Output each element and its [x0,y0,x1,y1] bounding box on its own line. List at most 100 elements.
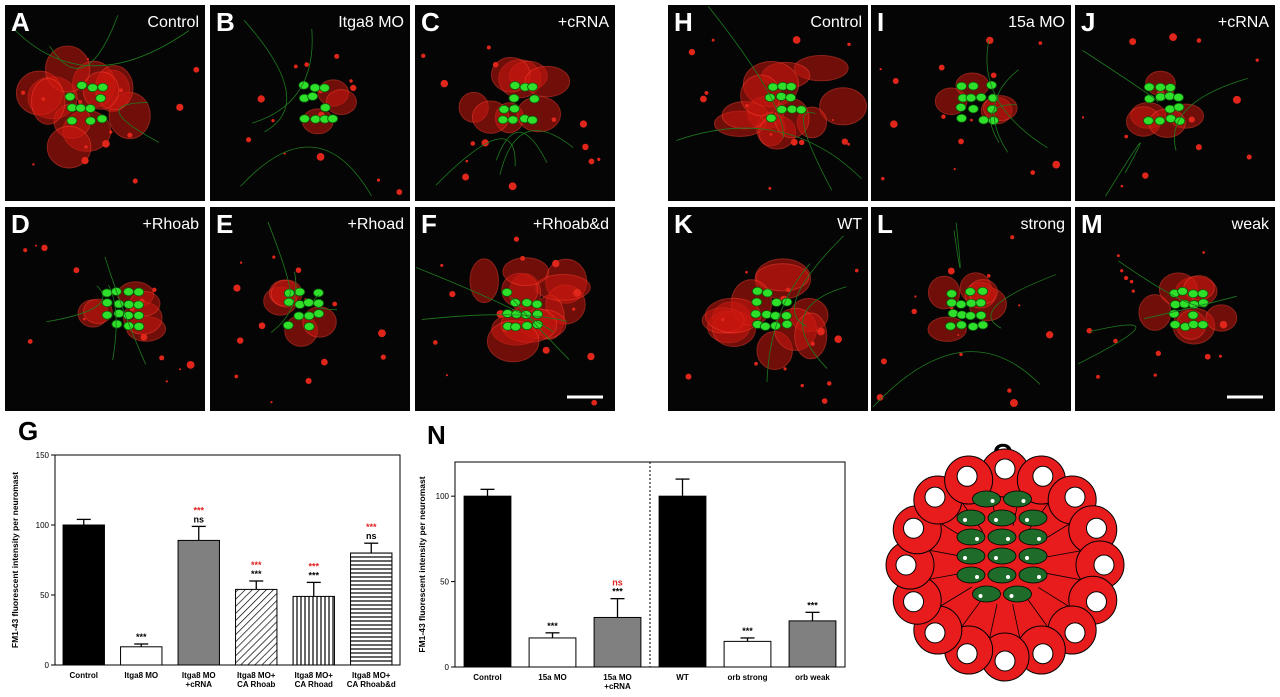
nucleus [1032,465,1054,487]
red-cell [819,87,867,126]
panel-letter: M [1081,209,1103,239]
red-speck [449,290,456,298]
neurite [267,221,291,298]
green-cell [294,287,306,297]
green-cell [1154,116,1166,126]
panel-letter: H [674,7,693,37]
red-speck [78,99,83,104]
green-cell [501,287,513,297]
red-speck [140,333,148,341]
green-cell [96,114,108,124]
green-cell [85,116,96,126]
green-cell [967,104,979,114]
green-cell [964,287,976,297]
green-cell [1177,286,1188,296]
green-cell [955,299,967,309]
red-speck [947,267,955,275]
kinocilium [1006,537,1010,541]
panel-letter: G [18,416,38,446]
red-speck [508,182,517,191]
significance: *** [251,560,262,570]
kinocilium [978,594,983,598]
bar [292,595,335,666]
red-speck [179,368,182,371]
green-cell [310,114,321,124]
green-cell [1187,310,1199,320]
green-cell [133,311,145,320]
bar [350,552,393,666]
nucleus [1064,622,1086,644]
red-speck [1188,116,1195,123]
red-speck [73,267,80,274]
bar [723,640,772,668]
red-speck [1255,58,1259,62]
hair-cell [1003,490,1032,508]
hair-cell [956,566,986,584]
green-cell [1197,289,1209,299]
green-cell [1164,83,1176,92]
green-cell [521,298,533,308]
kinocilium [994,518,998,522]
red-speck [132,178,138,184]
micrograph: H Control [668,5,868,201]
red-speck [1232,95,1241,104]
red-speck [1096,374,1100,379]
significance: *** [136,632,147,642]
panel-label: WT [837,216,862,233]
bar [788,620,837,668]
red-speck [272,255,276,259]
green-cell [531,299,543,309]
green-cell [283,288,295,298]
kinocilium [994,556,998,560]
micrograph: B Itga8 MO [210,5,410,201]
kinocilium [963,518,967,522]
red-speck [810,341,815,346]
green-cell [498,104,510,114]
significance: *** [742,626,753,636]
red-speck [1010,235,1015,240]
micrograph-bg [1075,207,1275,411]
red-speck [239,261,243,264]
green-cell [309,83,321,93]
green-cell [123,300,135,309]
red-speck [841,138,849,145]
micrograph: J +cRNA [1075,5,1275,201]
nucleus [903,517,925,539]
hair-cell [1003,585,1032,603]
green-cell [767,82,779,92]
red-cell [794,312,828,360]
green-cell [786,104,798,114]
neurite [108,285,117,361]
green-cell [750,309,762,319]
red-speck [334,53,340,59]
red-speck [986,274,991,278]
neurite [1118,260,1207,308]
neurite [46,285,104,323]
red-speck [890,120,898,128]
red-speck [86,58,90,61]
red-speck [1204,353,1211,360]
panel-letter: E [216,209,233,239]
neurite [803,112,833,191]
green-cell [319,83,330,93]
significance: *** [612,587,623,597]
green-cell [1144,94,1155,104]
kinocilium [1037,575,1041,579]
red-speck [41,97,46,101]
red-speck [790,138,798,146]
red-speck [572,307,576,311]
green-cell [521,321,533,331]
green-cell [87,83,99,93]
panel-label: +cRNA [558,14,609,31]
red-speck [685,373,692,380]
red-speck [305,377,312,384]
green-cell [1168,309,1180,319]
neurite [953,222,961,269]
green-cell [66,116,78,126]
red-speck [258,322,266,330]
red-speck [376,178,381,182]
red-speck [432,340,438,345]
red-speck [582,143,589,151]
green-cell [795,105,807,115]
